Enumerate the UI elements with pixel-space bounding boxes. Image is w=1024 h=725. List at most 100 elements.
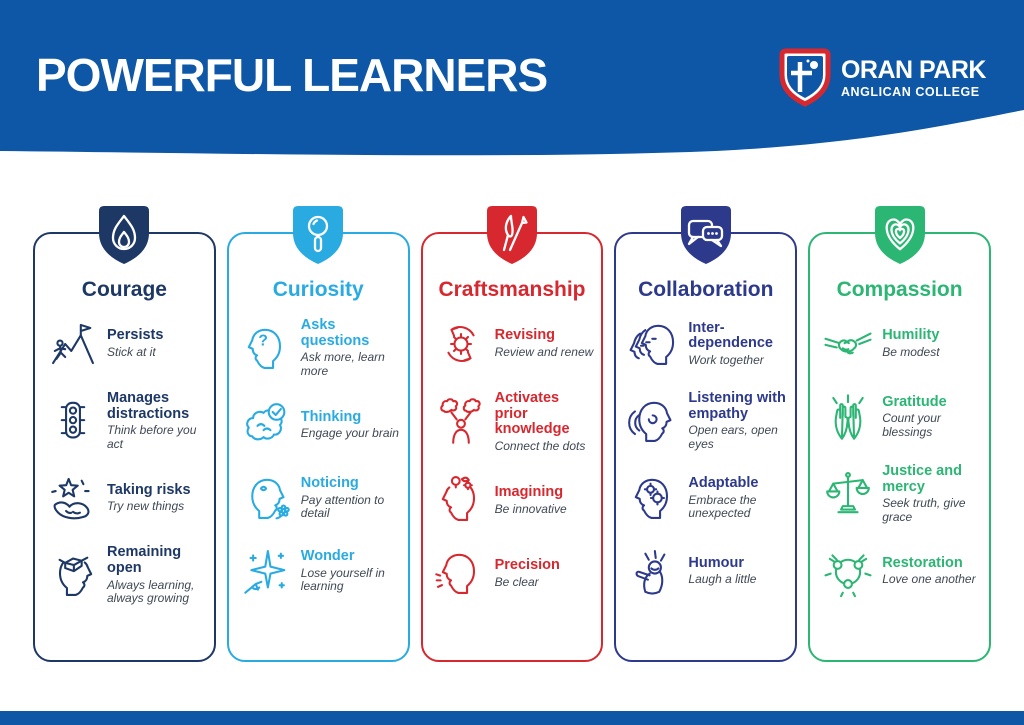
- hand-star-icon: [47, 472, 99, 524]
- item-title: Listening with empathy: [688, 390, 786, 422]
- list-item: Precision Be clear: [434, 547, 596, 599]
- college-name: ORAN PARK ANGLICAN COLLEGE: [840, 55, 987, 99]
- list-item: Activates prior knowledge Connect the do…: [435, 390, 596, 453]
- list-item: Taking risks Try new things: [47, 472, 208, 524]
- column-title: Compassion: [836, 278, 963, 301]
- item-title: Manages distractions: [107, 390, 190, 422]
- list-item: Noticing Pay attention to detail: [241, 472, 402, 524]
- item-title: Precision: [494, 556, 560, 573]
- item-title: Humility: [882, 327, 940, 344]
- column-title: Collaboration: [638, 278, 774, 301]
- item-title: Taking risks: [107, 481, 191, 498]
- item-title: Noticing: [300, 474, 359, 491]
- item-subtitle: Love one another: [882, 572, 976, 587]
- listening-head-icon: [628, 395, 680, 447]
- list-item: ? Asks questions Ask more, learn more: [241, 317, 402, 378]
- list-item: Imagining Be innovative: [435, 474, 596, 526]
- list-item: Humility Be modest: [822, 318, 983, 370]
- column-title: Courage: [81, 278, 167, 301]
- college-logo: ORAN PARK ANGLICAN COLLEGE: [778, 48, 987, 108]
- praise-hands-icon: [822, 391, 874, 443]
- item-subtitle: Embrace the unexpected: [688, 492, 757, 521]
- hearts-icon: [874, 206, 925, 264]
- imagination-head-icon: [435, 474, 487, 526]
- laughing-person-icon: [628, 545, 680, 597]
- item-title: Wonder: [300, 547, 355, 564]
- college-shield-icon: [779, 48, 831, 107]
- list-item: Adaptable Embrace the unexpected: [628, 472, 789, 524]
- gear-cycle-icon: [435, 318, 487, 370]
- header-banner: [0, 0, 1024, 156]
- list-item: Restoration Love one another: [822, 545, 983, 598]
- brush-pencil-icon: [486, 206, 537, 264]
- list-item: Humour Laugh a little: [628, 545, 789, 597]
- page-title: POWERFUL LEARNERS: [36, 49, 548, 101]
- item-title: Thinking: [300, 408, 362, 425]
- item-title: Justice and mercy: [882, 463, 962, 495]
- item-subtitle: Work together: [688, 352, 764, 367]
- item-title: Gratitude: [882, 393, 947, 410]
- column-craftsmanship: Craftsmanship Revising Review and renew: [420, 206, 604, 662]
- value-columns: Courage Persists Stick at it: [33, 206, 991, 662]
- list-item: Persists Stick at it: [47, 318, 208, 370]
- list-item: Revising Review and renew: [435, 318, 596, 370]
- item-subtitle: Stick at it: [107, 345, 156, 360]
- sparkle-hand-icon: [241, 545, 293, 597]
- column-curiosity: Curiosity ? Asks questions Ask more, lea…: [226, 206, 410, 662]
- item-title: Asks questions: [300, 317, 370, 349]
- compassion-shield-badge: [869, 202, 931, 268]
- item-subtitle: Be innovative: [494, 501, 567, 516]
- item-title: Persists: [107, 327, 164, 344]
- column-title: Craftsmanship: [438, 278, 586, 301]
- traffic-light-icon: [47, 395, 99, 447]
- item-subtitle: Laugh a little: [688, 572, 757, 587]
- list-item: Listening with empathy Open ears, open e…: [628, 390, 789, 451]
- collaboration-shield-badge: [675, 202, 737, 268]
- item-subtitle: Always learning, always growing: [107, 577, 195, 605]
- list-item: Inter-dependence Work together: [628, 318, 789, 370]
- list-item: Wonder Lose yourself in learning: [241, 545, 402, 597]
- item-title: Restoration: [882, 554, 963, 571]
- group-faces-icon: [628, 318, 680, 370]
- column-title: Curiosity: [272, 278, 364, 301]
- column-courage: Courage Persists Stick at it: [33, 206, 216, 662]
- chat-bubbles-icon: [680, 206, 731, 264]
- item-subtitle: Pay attention to detail: [300, 492, 385, 521]
- list-item: Manages distractions Think before you ac…: [47, 390, 208, 451]
- column-compassion: Compassion Humility Be mod: [808, 206, 991, 662]
- scales-icon: [822, 468, 874, 520]
- item-subtitle: Open ears, open eyes: [688, 423, 778, 451]
- handshake-icon: [822, 318, 874, 370]
- item-subtitle: Ask more, learn more: [300, 350, 385, 378]
- noticing-head-icon: [241, 472, 293, 524]
- college-name-sub: ANGLICAN COLLEGE: [840, 84, 980, 99]
- flame-icon: [99, 206, 150, 264]
- item-subtitle: Review and renew: [494, 345, 594, 360]
- list-item: Thinking Engage your brain: [241, 399, 402, 451]
- climber-flag-icon: [47, 318, 99, 370]
- footer-bar: [0, 711, 1024, 725]
- list-item: Remaining open Always learning, always g…: [47, 544, 208, 605]
- item-subtitle: Try new things: [107, 499, 185, 514]
- item-title: Activates prior knowledge: [494, 390, 570, 438]
- open-mind-box-icon: [47, 549, 99, 601]
- brain-check-icon: [241, 399, 293, 451]
- item-subtitle: Connect the dots: [494, 438, 586, 453]
- list-item: Gratitude Count your blessings: [822, 391, 983, 443]
- prior-knowledge-icon: [435, 396, 487, 448]
- question-head-icon: ?: [241, 322, 293, 374]
- community-circle-icon: [822, 545, 874, 598]
- item-title: Imagining: [494, 483, 564, 500]
- courage-shield-badge: [93, 202, 155, 268]
- column-collaboration: Collaboration Inter-dependence Work toge…: [614, 206, 798, 662]
- item-title: Inter-dependence: [688, 319, 773, 352]
- curiosity-shield-badge: [287, 202, 349, 268]
- craftsmanship-shield-badge: [481, 202, 543, 268]
- college-name-main: ORAN PARK: [840, 55, 987, 84]
- item-subtitle: Lose yourself in learning: [300, 565, 385, 594]
- item-title: Revising: [494, 327, 556, 344]
- item-subtitle: Engage your brain: [300, 426, 399, 441]
- gears-head-icon: [628, 472, 680, 524]
- svg-text:?: ?: [258, 332, 268, 349]
